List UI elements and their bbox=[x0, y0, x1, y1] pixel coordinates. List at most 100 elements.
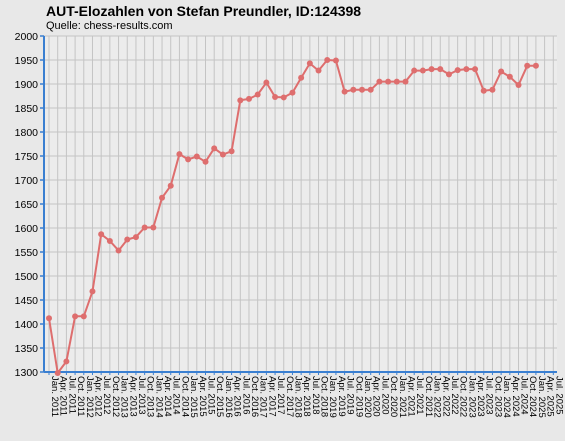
x-tick-label: Jan. 2024 bbox=[501, 376, 512, 418]
data-point bbox=[480, 87, 487, 94]
data-point bbox=[132, 234, 139, 241]
data-point bbox=[141, 224, 148, 231]
y-tick-label: 1900 bbox=[15, 79, 39, 91]
x-tick-label: Jul. 2014 bbox=[171, 376, 182, 415]
data-point bbox=[185, 156, 192, 163]
x-tick-label: Oct. 2022 bbox=[458, 376, 469, 417]
data-point bbox=[289, 89, 296, 96]
y-tick-label: 1600 bbox=[15, 223, 39, 235]
data-point bbox=[532, 62, 539, 69]
data-point bbox=[245, 95, 252, 102]
y-tick-label: 1950 bbox=[15, 55, 39, 67]
axes bbox=[40, 35, 557, 375]
x-tick-label: Jan. 2019 bbox=[327, 376, 338, 418]
x-tick-label: Jul. 2023 bbox=[484, 376, 495, 415]
data-point bbox=[176, 151, 183, 158]
data-point bbox=[237, 97, 244, 104]
x-tick-label: Jan. 2023 bbox=[466, 376, 477, 418]
data-point bbox=[72, 313, 79, 320]
x-tick-label: Oct. 2017 bbox=[284, 376, 295, 417]
data-point bbox=[193, 153, 200, 160]
x-tick-label: Oct. 2018 bbox=[319, 376, 330, 417]
x-tick-label: Oct. 2013 bbox=[145, 376, 156, 417]
data-point bbox=[167, 182, 174, 189]
data-point bbox=[411, 67, 418, 74]
x-tick-label: Oct. 2016 bbox=[249, 376, 260, 417]
data-point bbox=[419, 67, 426, 74]
y-axis-ticks: 1300 1350 1400 1450 1500 1550 1600 1650 1700 1750… bbox=[15, 31, 39, 379]
x-tick-label: Oct. 2023 bbox=[492, 376, 503, 417]
y-tick-label: 1400 bbox=[15, 319, 39, 331]
data-point bbox=[106, 237, 113, 244]
x-tick-label: Jan. 2022 bbox=[432, 376, 443, 418]
data-point bbox=[89, 288, 96, 295]
y-tick-label: 1350 bbox=[15, 343, 39, 355]
data-point bbox=[489, 86, 496, 93]
y-tick-label: 1850 bbox=[15, 103, 39, 115]
x-tick-label: Oct. 2020 bbox=[388, 376, 399, 417]
x-tick-label: Apr. 2017 bbox=[266, 376, 277, 417]
data-point bbox=[506, 73, 513, 80]
data-point bbox=[515, 81, 522, 88]
series-elo bbox=[46, 57, 539, 376]
data-point bbox=[115, 247, 122, 254]
x-tick-label: Jan. 2012 bbox=[84, 376, 95, 418]
data-point bbox=[80, 313, 87, 320]
x-tick-label: Jul. 2022 bbox=[449, 376, 460, 415]
grid bbox=[44, 35, 557, 373]
x-tick-label: Apr. 2022 bbox=[440, 376, 451, 417]
data-point bbox=[341, 88, 348, 95]
x-tick-label: Jul. 2020 bbox=[379, 376, 390, 415]
data-point bbox=[437, 66, 444, 73]
data-point bbox=[454, 67, 461, 74]
data-point bbox=[393, 78, 400, 85]
data-point bbox=[367, 86, 374, 93]
chart-title: AUT-Elozahlen von Stefan Preundler, ID:1… bbox=[46, 3, 362, 19]
x-tick-label: Apr. 2015 bbox=[197, 376, 208, 417]
data-point bbox=[498, 68, 505, 75]
x-tick-label: Jan. 2021 bbox=[397, 376, 408, 418]
data-point bbox=[298, 74, 305, 81]
x-tick-label: Apr. 2011 bbox=[58, 376, 69, 416]
data-point bbox=[54, 369, 61, 376]
data-point bbox=[428, 66, 435, 73]
data-point bbox=[263, 79, 270, 86]
x-tick-label: Oct. 2021 bbox=[423, 376, 434, 417]
y-tick-label: 1300 bbox=[15, 367, 39, 379]
x-tick-label: Apr. 2024 bbox=[510, 376, 521, 417]
x-tick-label: Apr. 2019 bbox=[336, 376, 347, 417]
x-tick-label: Oct. 2014 bbox=[179, 376, 190, 417]
data-point bbox=[272, 93, 279, 100]
x-tick-label: Jan. 2013 bbox=[119, 376, 130, 418]
x-tick-label: Jul. 2017 bbox=[275, 376, 286, 415]
x-tick-label: Jul. 2011 bbox=[66, 376, 77, 414]
x-tick-label: Apr. 2023 bbox=[475, 376, 486, 417]
data-point bbox=[228, 148, 235, 155]
x-tick-label: Jan. 2020 bbox=[362, 376, 373, 418]
data-point bbox=[159, 194, 166, 201]
x-tick-label: Apr. 2020 bbox=[371, 376, 382, 417]
data-point bbox=[324, 57, 331, 63]
y-tick-label: 2000 bbox=[15, 31, 39, 43]
x-tick-label: Apr. 2018 bbox=[301, 376, 312, 417]
y-tick-label: 1800 bbox=[15, 127, 39, 139]
x-tick-label: Apr. 2016 bbox=[232, 376, 243, 417]
y-tick-label: 1750 bbox=[15, 151, 39, 163]
x-tick-label: Jan. 2017 bbox=[258, 376, 269, 418]
data-point bbox=[350, 86, 357, 93]
x-tick-label: Apr. 2025 bbox=[545, 376, 556, 417]
x-tick-label: Jul. 2013 bbox=[136, 376, 147, 415]
x-tick-label: Jul. 2018 bbox=[310, 376, 321, 415]
data-point bbox=[124, 236, 131, 243]
data-point bbox=[46, 315, 52, 322]
x-tick-label: Jul. 2015 bbox=[206, 376, 217, 415]
x-tick-label: Jul. 2025 bbox=[553, 376, 564, 415]
y-tick-label: 1500 bbox=[15, 271, 39, 283]
x-tick-label: Jan. 2014 bbox=[153, 376, 164, 418]
x-tick-label: Jan. 2025 bbox=[536, 376, 547, 418]
data-point bbox=[524, 62, 531, 69]
y-tick-label: 1700 bbox=[15, 175, 39, 187]
data-point bbox=[254, 91, 261, 98]
